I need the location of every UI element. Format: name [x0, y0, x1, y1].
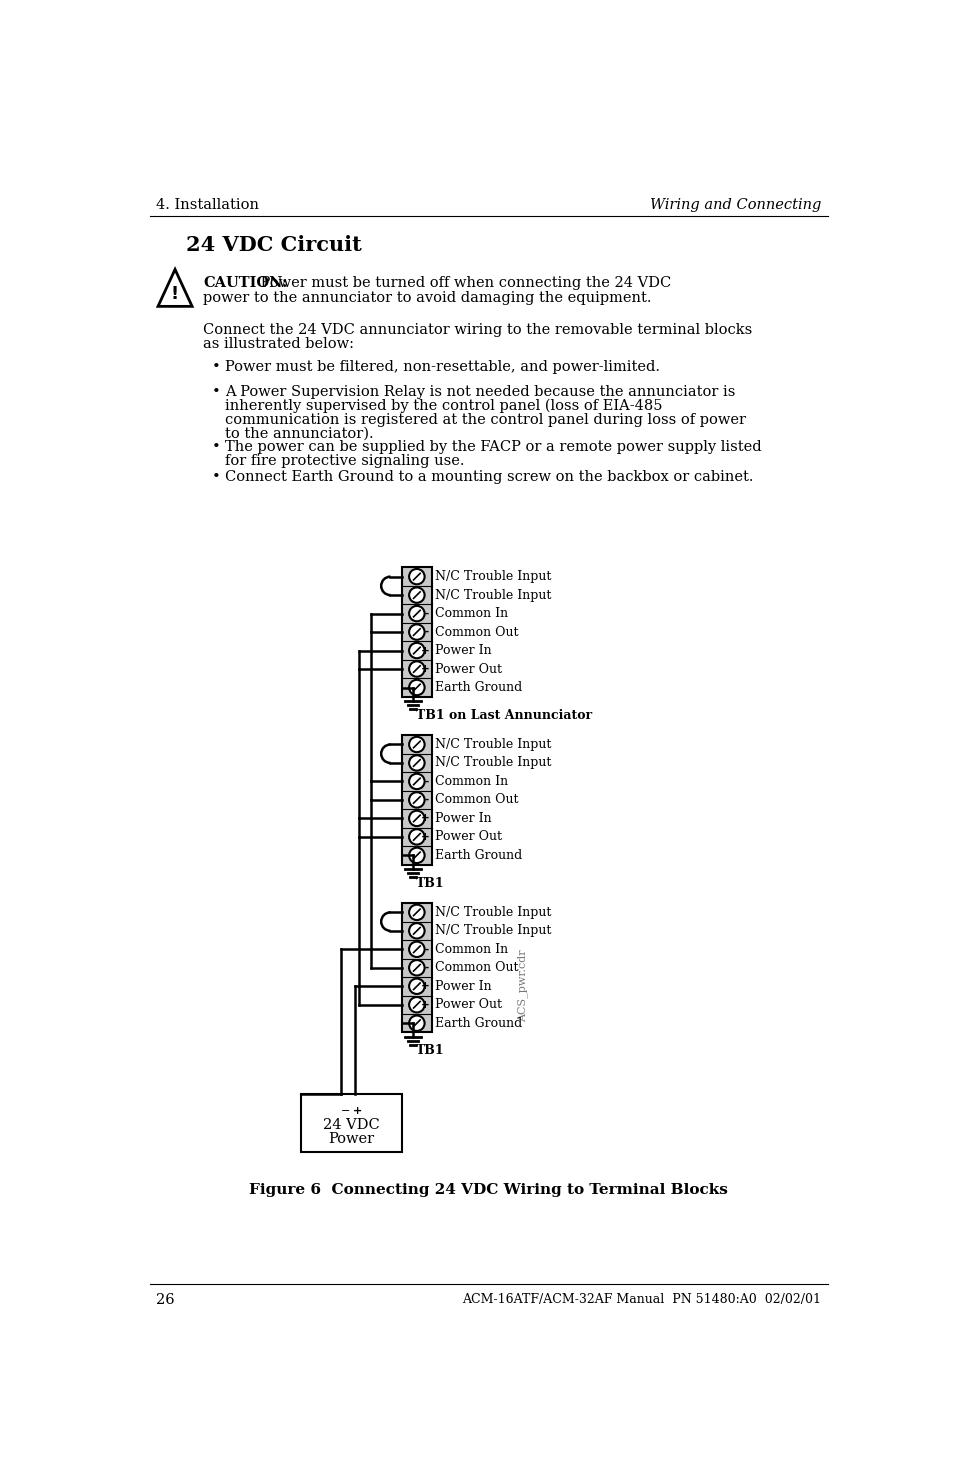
Circle shape	[409, 606, 424, 621]
Text: Power must be turned off when connecting the 24 VDC: Power must be turned off when connecting…	[255, 276, 670, 289]
Text: -: -	[424, 609, 429, 618]
Circle shape	[409, 643, 424, 658]
Text: +: +	[420, 1000, 429, 1010]
Text: -: -	[424, 795, 429, 805]
Text: for fire protective signaling use.: for fire protective signaling use.	[224, 454, 464, 468]
Text: •: •	[212, 385, 221, 398]
Text: N/C Trouble Input: N/C Trouble Input	[435, 925, 551, 937]
Circle shape	[409, 960, 424, 975]
Text: as illustrated below:: as illustrated below:	[203, 338, 354, 351]
Text: N/C Trouble Input: N/C Trouble Input	[435, 906, 551, 919]
Circle shape	[409, 941, 424, 957]
Circle shape	[409, 624, 424, 640]
Circle shape	[409, 661, 424, 677]
Text: Power: Power	[329, 1131, 375, 1146]
Text: N/C Trouble Input: N/C Trouble Input	[435, 571, 551, 583]
Text: ACS_pwr.cdr: ACS_pwr.cdr	[517, 950, 527, 1022]
Bar	[402, 568, 431, 696]
Text: Common In: Common In	[435, 774, 508, 788]
Text: Power Out: Power Out	[435, 662, 502, 676]
Text: Wiring and Connecting: Wiring and Connecting	[649, 198, 821, 212]
Text: 24 VDC Circuit: 24 VDC Circuit	[186, 235, 361, 255]
Text: N/C Trouble Input: N/C Trouble Input	[435, 738, 551, 751]
Text: A Power Supervision Relay is not needed because the annunciator is: A Power Supervision Relay is not needed …	[224, 385, 734, 398]
Text: −: −	[340, 1106, 350, 1117]
Text: -: -	[424, 944, 429, 954]
Circle shape	[409, 811, 424, 826]
Text: 26: 26	[156, 1292, 175, 1307]
Circle shape	[409, 997, 424, 1012]
Text: Figure 6  Connecting 24 VDC Wiring to Terminal Blocks: Figure 6 Connecting 24 VDC Wiring to Ter…	[250, 1183, 727, 1196]
Circle shape	[409, 680, 424, 695]
Text: to the annunciator).: to the annunciator).	[224, 426, 373, 441]
Circle shape	[409, 738, 424, 752]
Text: communication is registered at the control panel during loss of power: communication is registered at the contr…	[224, 413, 745, 426]
Bar	[301, 1094, 402, 1152]
Bar	[402, 735, 431, 864]
Text: +: +	[420, 646, 429, 655]
Text: Common Out: Common Out	[435, 625, 518, 639]
Text: !: !	[171, 285, 179, 302]
Text: +: +	[420, 832, 429, 842]
Text: TB1: TB1	[416, 876, 444, 889]
Text: power to the annunciator to avoid damaging the equipment.: power to the annunciator to avoid damagi…	[203, 291, 651, 305]
Text: Power In: Power In	[435, 645, 492, 656]
Circle shape	[409, 904, 424, 920]
Text: TB1: TB1	[416, 1044, 444, 1058]
Text: +: +	[420, 664, 429, 674]
Text: Common Out: Common Out	[435, 794, 518, 807]
Text: CAUTION:: CAUTION:	[203, 276, 287, 289]
Text: •: •	[212, 360, 221, 375]
Text: Earth Ground: Earth Ground	[435, 681, 522, 695]
Circle shape	[409, 774, 424, 789]
Text: Power Out: Power Out	[435, 830, 502, 844]
Circle shape	[409, 829, 424, 845]
Text: 24 VDC: 24 VDC	[323, 1118, 379, 1131]
Text: The power can be supplied by the FACP or a remote power supply listed: The power can be supplied by the FACP or…	[224, 441, 760, 454]
Circle shape	[409, 848, 424, 863]
Text: Common Out: Common Out	[435, 962, 518, 975]
Text: Connect Earth Ground to a mounting screw on the backbox or cabinet.: Connect Earth Ground to a mounting screw…	[224, 469, 752, 484]
Text: •: •	[212, 441, 221, 454]
Text: Earth Ground: Earth Ground	[435, 850, 522, 861]
Circle shape	[409, 569, 424, 584]
Circle shape	[409, 978, 424, 994]
Text: Power In: Power In	[435, 979, 492, 993]
Circle shape	[409, 755, 424, 770]
Text: 4. Installation: 4. Installation	[156, 198, 259, 212]
Text: TB1 on Last Annunciator: TB1 on Last Annunciator	[416, 708, 592, 721]
Text: Connect the 24 VDC annunciator wiring to the removable terminal blocks: Connect the 24 VDC annunciator wiring to…	[203, 323, 751, 338]
Text: Power In: Power In	[435, 811, 492, 825]
Text: -: -	[424, 963, 429, 974]
Text: -: -	[424, 627, 429, 637]
Text: Common In: Common In	[435, 943, 508, 956]
Text: +: +	[353, 1106, 362, 1117]
Text: Power Out: Power Out	[435, 999, 502, 1012]
Text: +: +	[420, 981, 429, 991]
Text: •: •	[212, 469, 221, 484]
Circle shape	[409, 923, 424, 938]
Text: Common In: Common In	[435, 608, 508, 620]
Circle shape	[409, 587, 424, 603]
Text: -: -	[424, 776, 429, 786]
Circle shape	[409, 1015, 424, 1031]
Text: inherently supervised by the control panel (loss of EIA-485: inherently supervised by the control pan…	[224, 398, 661, 413]
Text: ACM-16ATF/ACM-32AF Manual  PN 51480:A0  02/02/01: ACM-16ATF/ACM-32AF Manual PN 51480:A0 02…	[462, 1294, 821, 1307]
Circle shape	[409, 792, 424, 808]
Text: +: +	[420, 813, 429, 823]
Text: Earth Ground: Earth Ground	[435, 1016, 522, 1030]
Text: N/C Trouble Input: N/C Trouble Input	[435, 757, 551, 770]
Text: Power must be filtered, non-resettable, and power-limited.: Power must be filtered, non-resettable, …	[224, 360, 659, 375]
Bar	[402, 903, 431, 1032]
Text: N/C Trouble Input: N/C Trouble Input	[435, 589, 551, 602]
